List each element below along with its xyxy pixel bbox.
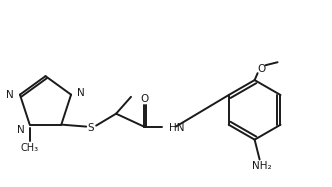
Text: O: O (258, 64, 266, 74)
Text: N: N (6, 90, 14, 100)
Text: O: O (141, 94, 149, 104)
Text: HN: HN (169, 123, 184, 133)
Text: S: S (88, 123, 95, 133)
Text: N: N (77, 88, 85, 98)
Text: CH₃: CH₃ (21, 143, 39, 153)
Text: N: N (17, 125, 25, 135)
Text: NH₂: NH₂ (252, 161, 272, 171)
